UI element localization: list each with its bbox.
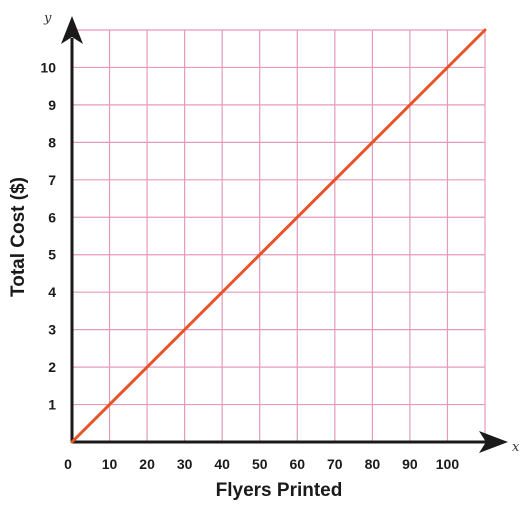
y-tick-label: 10 [40, 59, 56, 75]
series [70, 28, 487, 444]
y-axis-title: Total Cost ($) [8, 177, 29, 297]
y-tick-labels: 1 2 3 4 5 6 7 8 9 10 [40, 59, 56, 412]
y-tick-label: 1 [48, 397, 56, 413]
y-tick-label: 5 [48, 247, 56, 263]
y-tick-label: 6 [48, 209, 56, 225]
series-line [70, 28, 487, 444]
x-tick-label: 80 [365, 456, 381, 472]
y-tick-label: 9 [48, 97, 56, 113]
y-tick-label: 2 [48, 359, 56, 375]
x-tick-label: 50 [252, 456, 268, 472]
x-tick-labels: 0 10 20 30 40 50 60 70 80 90 100 [64, 456, 459, 472]
x-tick-label: 20 [139, 456, 155, 472]
x-tick-label: 30 [177, 456, 193, 472]
axes [61, 16, 508, 453]
x-tick-label: 90 [402, 456, 418, 472]
y-axis-arrowhead [61, 16, 83, 44]
grid [72, 29, 486, 442]
y-tick-label: 3 [48, 322, 56, 338]
x-tick-label: 100 [436, 456, 460, 472]
y-axis-letter: y [43, 11, 52, 26]
x-axis-letter: x [512, 440, 520, 455]
x-tick-label: 0 [64, 456, 72, 472]
x-tick-label: 60 [289, 456, 305, 472]
x-axis-arrowhead [479, 431, 508, 453]
x-axis-title: Flyers Printed [216, 480, 343, 501]
x-tick-label: 40 [214, 456, 230, 472]
y-tick-label: 7 [48, 172, 56, 188]
y-tick-label: 4 [48, 284, 56, 300]
x-tick-label: 70 [327, 456, 343, 472]
y-tick-label: 8 [48, 134, 56, 150]
x-tick-label: 10 [102, 456, 118, 472]
